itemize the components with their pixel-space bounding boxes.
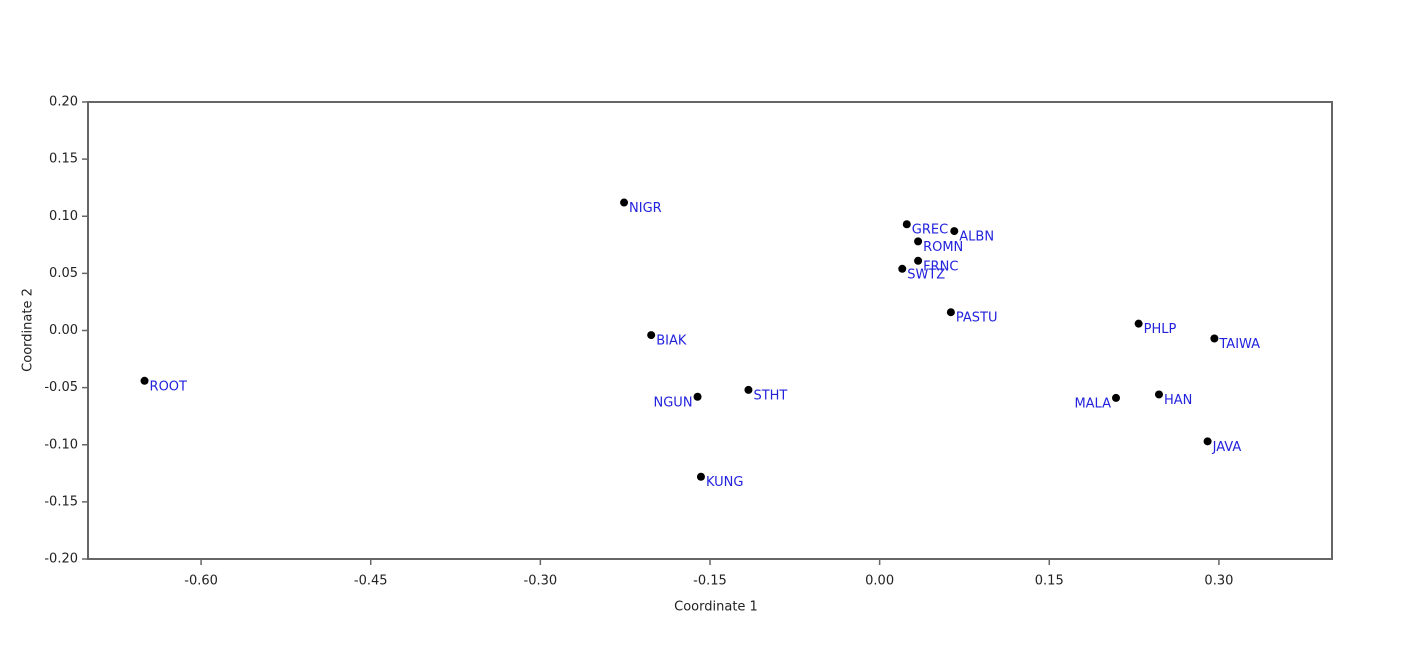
y-tick-label: -0.20 [44,552,78,567]
x-tick-label: -0.30 [524,574,558,589]
y-tick-label: -0.15 [44,494,78,509]
point [1210,334,1219,343]
x-tick-label: 0.15 [1035,574,1064,589]
point [914,237,923,246]
x-axis-label: Coordinate 1 [674,600,758,615]
x-tick-label: -0.60 [184,574,218,589]
point-label: GREC [912,223,948,238]
point-label: BIAK [656,334,687,349]
point-label: HAN [1164,393,1192,408]
point-label: JAVA [1212,440,1242,455]
point-label: MALA [1074,396,1111,411]
point-label: ROOT [150,379,187,394]
point-label: TAIWA [1218,337,1260,352]
x-tick-label: -0.15 [693,574,727,589]
point [914,256,923,265]
point [744,385,753,394]
point-label: NIGR [629,201,662,216]
point [898,264,907,273]
point [1154,390,1163,399]
point [1134,319,1143,328]
point-label: FRNC [923,259,958,274]
point [620,198,629,207]
point [1111,393,1120,402]
point [902,220,911,229]
y-tick-label: 0.05 [49,266,78,281]
y-tick-label: 0.00 [49,323,78,338]
point [140,376,149,385]
y-tick-label: -0.05 [44,380,78,395]
point [946,308,955,317]
point-label: STHT [753,388,787,403]
point-label: NGUN [654,395,693,410]
point-label: ALBN [959,230,994,245]
point-label: ROMN [923,240,963,255]
point [1203,437,1212,446]
point-label: PASTU [956,311,998,326]
x-tick-label: 0.00 [865,574,894,589]
point-label: SWTZ [907,267,945,282]
y-tick-label: 0.15 [49,152,78,167]
point [950,227,959,236]
x-tick-label: 0.30 [1204,574,1233,589]
y-tick-label: 0.10 [49,209,78,224]
point [693,392,702,401]
y-axis-label: Coordinate 2 [21,288,36,372]
x-tick-label: -0.45 [354,574,388,589]
point [647,331,656,340]
point-label: PHLP [1144,322,1177,337]
y-tick-label: 0.20 [49,95,78,110]
point [696,472,705,481]
y-tick-label: -0.10 [44,437,78,452]
point-label: KUNG [706,475,744,490]
